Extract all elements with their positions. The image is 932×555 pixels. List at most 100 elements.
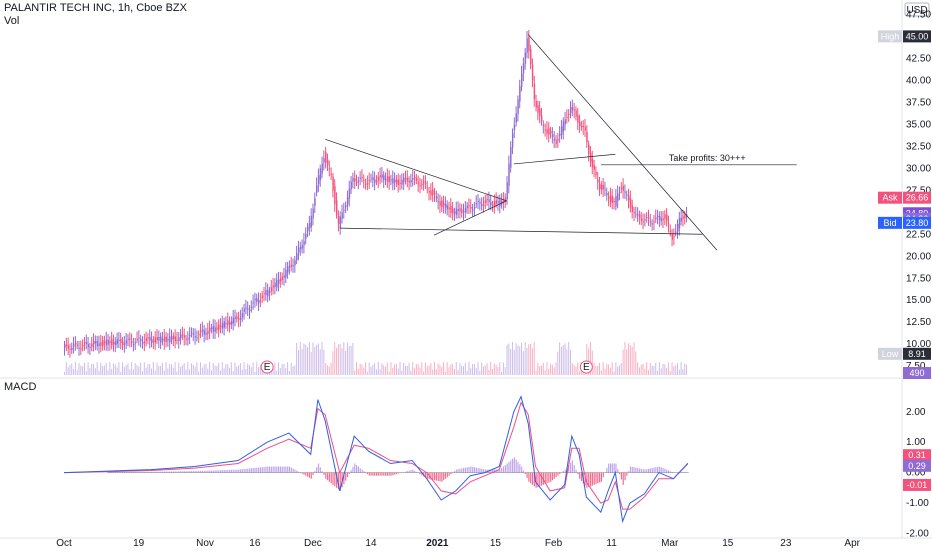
candle-body <box>459 208 461 212</box>
candle-body <box>278 279 280 284</box>
volume-bar <box>229 367 231 375</box>
volume-bar <box>151 368 153 375</box>
macd-histogram-bar <box>308 472 311 478</box>
macd-histogram-bar <box>633 467 635 473</box>
macd-histogram-bar <box>539 472 541 487</box>
candle-body <box>602 185 605 190</box>
candle-body <box>493 201 496 206</box>
candle-body <box>401 179 403 185</box>
candle-body <box>210 327 213 329</box>
candle-body <box>448 207 450 210</box>
candle-body <box>647 217 650 219</box>
candle-body <box>568 113 570 115</box>
candle-body <box>310 215 313 228</box>
candle-body <box>80 348 82 350</box>
candle-body <box>550 131 552 134</box>
candle-body <box>660 218 663 222</box>
currency-badge <box>904 2 930 17</box>
macd-value-tag-value: 0.31 <box>908 450 926 460</box>
volume-bar <box>466 370 468 375</box>
volume-bar <box>156 362 158 375</box>
macd-histogram-bar <box>372 472 374 476</box>
volume-bar <box>198 371 200 375</box>
volume-bar <box>357 368 359 375</box>
volume-bar <box>624 342 626 375</box>
candle-body <box>666 214 668 222</box>
candle-body <box>433 192 436 195</box>
candle-body <box>120 338 122 343</box>
volume-bar <box>526 347 528 375</box>
macd-histogram-bar <box>591 472 593 486</box>
candle-body <box>254 298 256 301</box>
candle-body <box>446 205 449 210</box>
macd-histogram-bar <box>622 472 624 485</box>
candle-body <box>399 182 401 184</box>
macd-histogram-bar <box>187 471 189 473</box>
candle-body <box>100 342 102 346</box>
volume-bar <box>638 367 640 375</box>
volume-bar <box>241 369 243 375</box>
macd-histogram-bar <box>207 470 209 473</box>
macd-histogram-bar <box>628 471 630 473</box>
macd-histogram-bar <box>433 472 436 481</box>
macd-histogram-bar <box>499 469 501 473</box>
volume-bar <box>359 363 361 375</box>
volume-bar <box>622 349 624 375</box>
macd-histogram-bar <box>134 471 136 473</box>
candle-body <box>363 180 365 182</box>
candle-body <box>394 179 396 183</box>
candle-body <box>325 152 327 163</box>
earnings-marker-icon <box>579 360 593 374</box>
candle-body <box>626 194 628 196</box>
candle-body <box>205 333 207 335</box>
candle-body <box>93 341 95 345</box>
time-tick-label: 16 <box>249 538 261 549</box>
candle-body <box>198 333 200 336</box>
candle-body <box>575 110 577 117</box>
macd-histogram-bar <box>662 468 664 473</box>
volume-bar <box>646 362 648 375</box>
volume-bar <box>203 364 205 375</box>
macd-histogram-bar <box>432 472 434 480</box>
trendline-triangle-lower <box>433 200 507 236</box>
volume-bar <box>276 370 278 375</box>
volume-bar <box>74 362 76 375</box>
candle-body <box>134 342 137 344</box>
volume-bar <box>677 363 679 375</box>
high-tag-label-box <box>878 30 902 43</box>
candle-body <box>611 196 614 203</box>
macd-histogram-bar <box>131 471 133 473</box>
macd-histogram-bar <box>501 468 503 473</box>
macd-histogram-bar <box>305 472 307 476</box>
macd-histogram-bar <box>388 472 390 476</box>
candle-body <box>379 175 381 178</box>
candle-body <box>281 276 284 280</box>
candle-body <box>265 290 267 296</box>
macd-histogram-bar <box>557 472 559 476</box>
volume-bar <box>421 362 423 375</box>
volume-bar <box>103 365 105 375</box>
volume-bar <box>216 366 218 375</box>
macd-histogram-bar <box>263 466 265 473</box>
candle-body <box>98 343 100 346</box>
candle-body <box>196 337 198 339</box>
volume-bar <box>441 366 443 375</box>
candle-body <box>637 214 639 216</box>
signal-line <box>63 401 689 510</box>
macd-histogram-bar <box>504 465 506 473</box>
low-tag-value: 8.91 <box>908 349 926 359</box>
volume-bar <box>127 363 129 375</box>
candle-body <box>584 126 586 131</box>
candle-body <box>395 179 398 184</box>
macd-histogram-bar <box>274 466 276 473</box>
macd-histogram-bar <box>287 466 289 473</box>
macd-histogram-bar <box>140 471 142 473</box>
volume-bar <box>626 349 628 375</box>
candle-body <box>245 307 247 309</box>
volume-bar <box>297 350 299 375</box>
candle-body <box>566 116 568 118</box>
volume-bar <box>314 347 316 375</box>
candle-body <box>559 133 561 136</box>
